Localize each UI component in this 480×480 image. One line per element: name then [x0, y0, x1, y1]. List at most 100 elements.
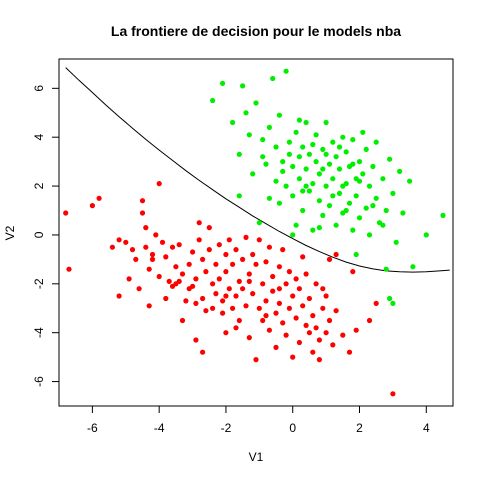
x-tick-label: 0: [289, 421, 296, 435]
data-point-class-2: [393, 239, 399, 245]
data-point-class-2: [383, 266, 389, 272]
data-point-class-1: [136, 286, 142, 292]
data-point-class-2: [343, 207, 349, 214]
data-point-class-1: [236, 317, 242, 324]
data-point-class-1: [216, 276, 222, 282]
data-point-class-2: [336, 166, 343, 172]
data-point-class-1: [163, 254, 169, 260]
data-point-class-2: [326, 203, 333, 209]
data-point-class-2: [236, 193, 242, 199]
data-point-class-1: [126, 276, 132, 282]
data-point-class-1: [290, 354, 296, 360]
data-point-class-1: [306, 330, 312, 336]
data-point-class-1: [149, 256, 156, 262]
data-point-class-1: [109, 244, 115, 250]
data-point-class-2: [313, 159, 319, 165]
data-point-class-2: [350, 137, 356, 143]
data-point-class-2: [276, 112, 282, 118]
data-point-class-1: [260, 317, 266, 324]
data-point-class-2: [300, 207, 306, 214]
data-point-class-1: [240, 286, 246, 292]
data-point-class-2: [283, 68, 289, 74]
data-point-class-1: [116, 293, 122, 299]
x-axis-label: V1: [249, 450, 264, 464]
data-point-class-1: [286, 269, 292, 275]
data-point-class-1: [163, 295, 169, 302]
data-point-class-1: [230, 261, 236, 267]
data-point-class-1: [223, 269, 229, 275]
data-point-class-1: [263, 313, 269, 319]
data-point-class-2: [323, 119, 329, 126]
data-points: [63, 68, 446, 397]
data-point-class-1: [333, 251, 339, 258]
data-point-class-2: [350, 161, 356, 167]
data-point-class-1: [246, 278, 252, 284]
data-point-class-2: [310, 181, 316, 187]
data-point-class-1: [256, 305, 262, 311]
data-point-class-1: [203, 269, 209, 275]
data-point-class-1: [353, 327, 359, 333]
data-point-class-1: [223, 251, 229, 258]
data-point-class-1: [143, 225, 149, 231]
data-point-class-1: [250, 251, 256, 258]
data-point-class-1: [179, 271, 186, 277]
y-tick-label: 4: [32, 134, 46, 141]
y-tick-label: -2: [32, 278, 46, 289]
data-point-class-1: [266, 244, 272, 250]
data-point-class-1: [223, 293, 229, 299]
data-point-class-1: [89, 203, 95, 209]
x-tick-label: -2: [221, 421, 232, 435]
data-point-class-2: [400, 210, 406, 216]
data-point-class-2: [366, 183, 373, 189]
data-point-class-1: [323, 330, 329, 336]
data-point-class-1: [273, 344, 279, 350]
data-point-class-1: [346, 349, 353, 355]
data-point-class-1: [213, 291, 219, 297]
x-tick-label: 4: [423, 421, 430, 435]
data-point-class-1: [146, 303, 152, 309]
data-point-class-1: [286, 305, 292, 311]
data-point-class-1: [373, 300, 379, 306]
data-point-class-1: [216, 242, 222, 248]
data-point-class-2: [370, 163, 376, 170]
data-point-class-2: [256, 220, 262, 226]
data-point-class-1: [233, 293, 239, 299]
x-tick-label: -4: [154, 421, 165, 435]
data-point-class-1: [200, 256, 206, 262]
data-point-class-2: [390, 300, 396, 306]
y-tick-label: -4: [32, 327, 46, 338]
data-point-class-1: [196, 220, 202, 226]
data-point-class-1: [203, 308, 209, 314]
y-tick-label: 0: [32, 231, 46, 238]
data-point-class-2: [346, 200, 353, 206]
data-point-class-1: [310, 349, 316, 355]
data-point-class-1: [246, 335, 252, 341]
data-point-class-2: [310, 227, 316, 233]
data-point-class-2: [336, 190, 343, 196]
data-point-class-1: [263, 298, 269, 304]
data-point-class-1: [236, 278, 242, 284]
data-point-class-2: [243, 110, 249, 116]
data-point-class-1: [320, 286, 326, 292]
data-point-class-2: [340, 183, 346, 189]
data-point-class-2: [240, 83, 246, 89]
data-point-class-1: [193, 337, 199, 343]
data-point-class-1: [303, 271, 309, 277]
data-point-class-1: [96, 195, 102, 201]
data-point-class-1: [326, 256, 333, 262]
data-point-class-1: [206, 225, 212, 231]
data-point-class-2: [316, 171, 322, 177]
data-point-class-1: [133, 256, 139, 262]
data-point-class-2: [250, 171, 256, 177]
data-point-class-2: [253, 100, 259, 106]
data-point-class-2: [330, 193, 336, 199]
data-point-class-2: [440, 212, 446, 218]
data-point-class-1: [186, 286, 192, 292]
data-point-class-2: [266, 195, 272, 201]
y-tick-label: 6: [32, 85, 46, 92]
data-point-class-2: [356, 159, 363, 165]
data-point-class-1: [226, 237, 232, 243]
data-point-class-2: [350, 227, 356, 233]
data-point-class-1: [159, 239, 166, 245]
data-point-class-2: [296, 176, 302, 182]
